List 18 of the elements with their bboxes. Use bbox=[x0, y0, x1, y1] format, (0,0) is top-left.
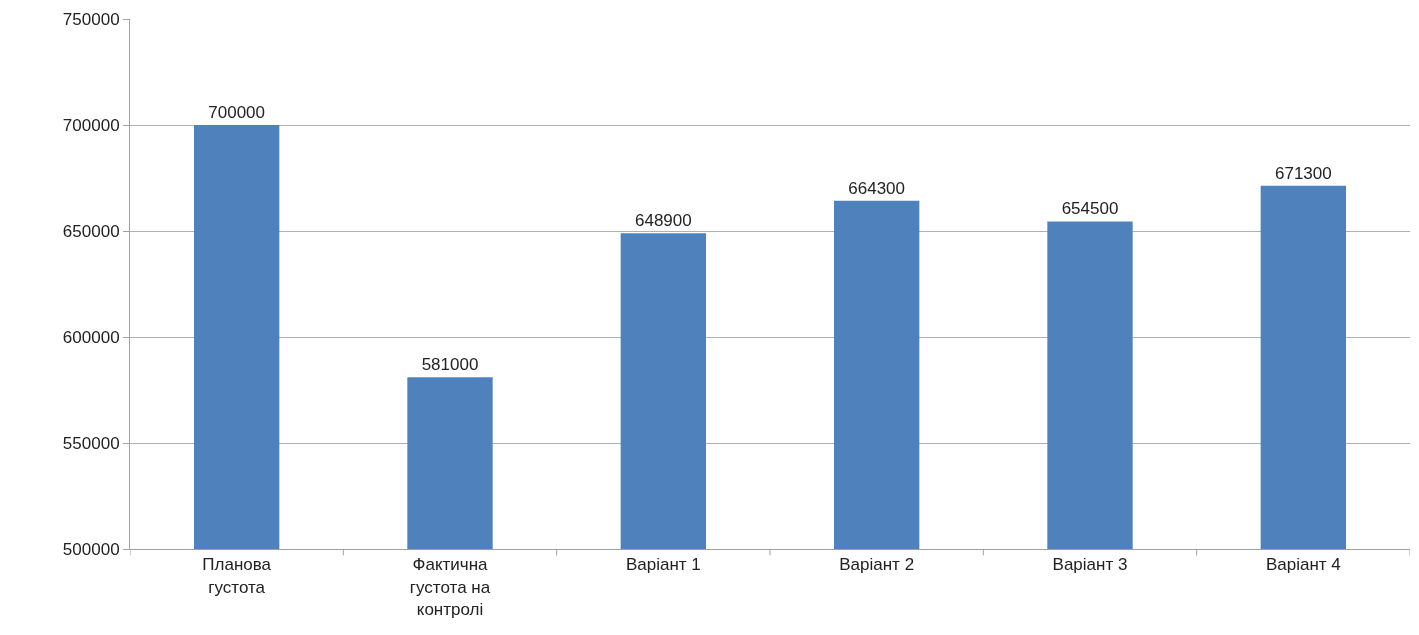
data-label: 700000 bbox=[208, 103, 266, 122]
y-tick-label: 550000 bbox=[62, 433, 120, 453]
y-tick-label: 600000 bbox=[62, 327, 120, 347]
y-tick-label: 500000 bbox=[62, 539, 120, 559]
data-label: 664300 bbox=[848, 178, 906, 198]
x-tick-label: Варіант 4 bbox=[1265, 555, 1341, 575]
y-tick-label: 650000 bbox=[62, 221, 120, 241]
x-tick-label: Фактична густота на контролі bbox=[409, 555, 491, 619]
y-tick-label: 700000 bbox=[62, 115, 120, 135]
data-label: 671300 bbox=[1274, 163, 1332, 183]
y-tick-label: 750000 bbox=[62, 9, 120, 29]
data-label: 581000 bbox=[421, 355, 479, 375]
x-tick-label: Варіант 3 bbox=[1052, 555, 1128, 575]
data-label: 654500 bbox=[1061, 199, 1119, 219]
x-tick-label: Планова густота bbox=[202, 555, 272, 597]
data-label: 648900 bbox=[634, 211, 692, 231]
x-tick-label: Варіант 2 bbox=[839, 555, 915, 575]
x-tick-label: Варіант 1 bbox=[625, 555, 701, 575]
